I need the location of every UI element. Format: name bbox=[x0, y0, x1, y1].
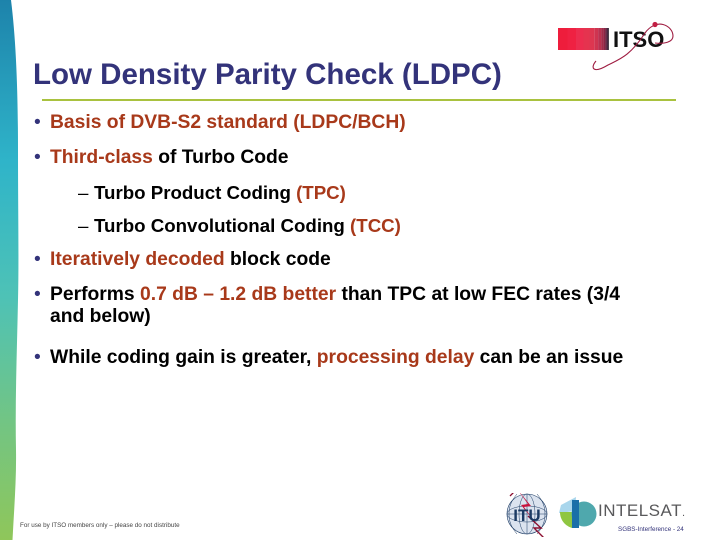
svg-text:ITU: ITU bbox=[513, 506, 540, 525]
svg-text:ITSO: ITSO bbox=[613, 27, 664, 52]
